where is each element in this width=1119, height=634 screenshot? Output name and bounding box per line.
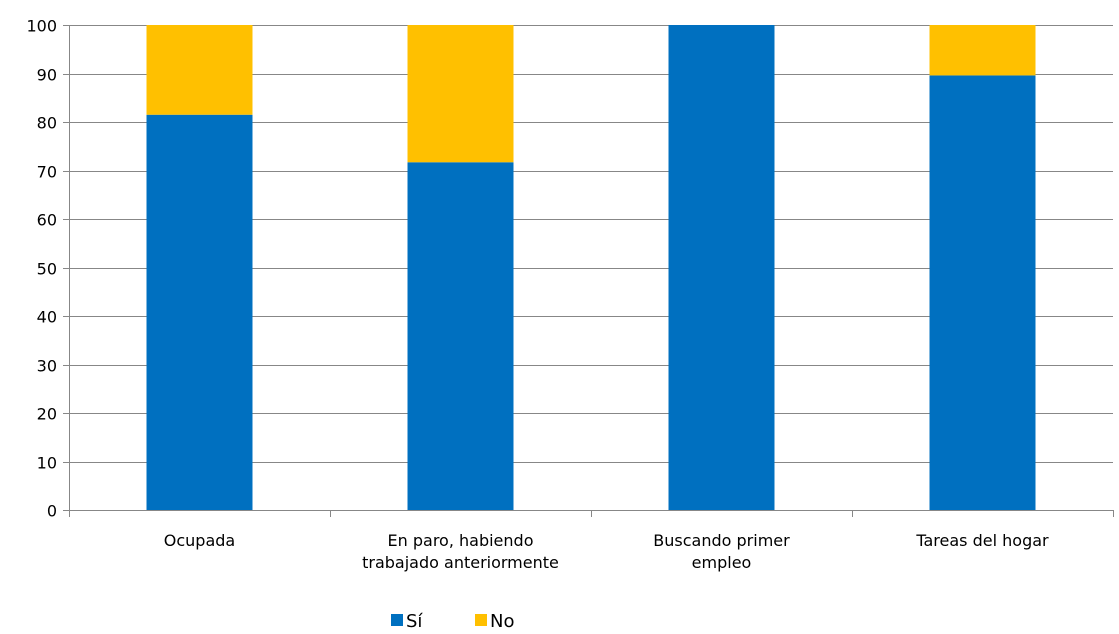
y-tick-labels: 0 10 20 30 40 50 60 70 80 90 100 (26, 17, 57, 521)
bar-no-0 (146, 25, 253, 115)
y-tick-label: 50 (37, 260, 57, 279)
x-category-label: En paro, habiendo trabajado anteriormente (362, 531, 559, 572)
bars (146, 25, 1036, 510)
y-tick-label: 20 (37, 405, 57, 424)
bar-si-0 (146, 114, 253, 510)
y-tick-label: 40 (37, 308, 57, 327)
legend-label-no: No (490, 611, 514, 632)
legend-swatch-no (475, 614, 487, 626)
axes (63, 25, 1114, 517)
bar-si-2 (668, 25, 775, 510)
bar-no-3 (929, 25, 1036, 76)
x-category-labels: Ocupada En paro, habiendo trabajado anteri… (164, 531, 1049, 572)
y-tick-label: 10 (37, 454, 57, 473)
legend-label-si: Sí (406, 611, 423, 632)
x-category-label: Tareas del hogar (915, 531, 1049, 550)
y-tick-label: 0 (47, 502, 57, 521)
legend: Sí No (391, 611, 514, 632)
x-category-label: Ocupada (164, 531, 235, 550)
bar-no-1 (407, 25, 514, 163)
y-tick-label: 90 (37, 66, 57, 85)
y-tick-label: 80 (37, 114, 57, 133)
y-tick-label: 60 (37, 211, 57, 230)
bar-si-1 (407, 162, 514, 510)
y-tick-label: 70 (37, 163, 57, 182)
y-tick-label: 100 (26, 17, 57, 36)
x-category-label: Buscando primer empleo (653, 531, 790, 572)
legend-swatch-si (391, 614, 403, 626)
bar-si-3 (929, 75, 1036, 510)
y-tick-label: 30 (37, 357, 57, 376)
